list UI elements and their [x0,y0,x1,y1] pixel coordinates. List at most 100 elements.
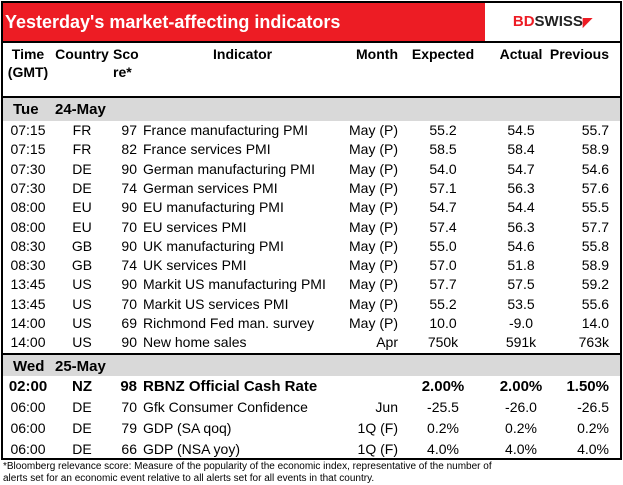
table-row: 06:00 DE 79 GDP (SA qoq) 1Q (F) 0.2% 0.2% 0.2% [3,418,620,439]
cell-actual: 54.4 [507,199,535,216]
cell-month: May (P) [349,295,398,312]
cell-time: 07:15 [10,141,46,158]
table-row: 14:00 US 69 Richmond Fed man. survey May (P)… [3,314,620,333]
cell-expected: 57.0 [429,257,457,274]
cell-previous: 4.0% [577,441,609,457]
table-row: 07:30 DE 74 German services PMI May (P) 57.1 5… [3,179,620,198]
cell-country: GB [71,257,93,274]
cell-time: 06:00 [10,420,46,436]
cell-month: May (P) [349,141,398,158]
table-row: 07:30 DE 90 German manufacturing PMI May (P)… [3,160,620,179]
cell-score: 74 [121,179,137,196]
cell-expected: 10.0 [429,315,457,331]
table-row: 06:00 DE 70 Gfk Consumer Confidence Jun -25.5… [3,397,620,418]
cell-time: 02:00 [8,378,48,395]
cell-previous: 55.8 [581,237,609,254]
cell-indicator: EU manufacturing PMI [143,199,284,216]
cell-actual: 51.8 [507,257,535,274]
cell-month: May (P) [349,218,398,235]
cell-actual: 56.3 [507,218,535,235]
cell-previous: 55.6 [581,295,609,312]
bdswiss-logo: BDSWISS◤ [485,3,620,41]
cell-previous: 0.2% [577,420,609,436]
header-country: Country [55,46,109,62]
cell-score: 70 [121,295,137,312]
cell-month: May (P) [349,199,398,216]
cell-previous: 14.0 [581,315,609,331]
cell-previous: 57.7 [581,218,609,235]
cell-indicator: France manufacturing PMI [143,122,308,138]
header-month: Month [356,46,398,62]
cell-score: 82 [121,141,137,158]
cell-indicator: Gfk Consumer Confidence [143,399,308,415]
cell-country: GB [71,237,93,254]
cell-expected: 2.00% [421,378,465,395]
cell-month: Apr [376,334,398,351]
cell-score: 90 [121,160,137,177]
cell-indicator: Richmond Fed man. survey [143,315,315,331]
cell-month: May (P) [349,179,398,196]
cell-country: EU [72,218,92,235]
cell-expected: 750k [427,334,459,351]
day-name: Tue [13,101,39,118]
cell-actual: 57.5 [507,276,535,293]
cell-expected: 55.2 [429,295,457,312]
cell-expected: 57.1 [429,179,457,196]
table-header: Time (GMT) Country Sco re* Indicator Month… [3,41,620,98]
cell-actual: 4.0% [505,441,537,457]
page-title: Yesterday's market-affecting indicators [3,3,485,41]
cell-expected: -25.5 [427,399,459,415]
cell-previous: -26.5 [577,399,609,415]
cell-actual: 53.5 [507,295,535,312]
cell-time: 14:00 [10,334,46,351]
day-date: 25-May [55,358,106,375]
cell-time: 06:00 [10,441,46,457]
cell-score: 74 [121,257,137,274]
table-row: 08:00 EU 70 EU services PMI May (P) 57.4 56.3 5… [3,218,620,237]
cell-country: DE [72,441,92,457]
cell-country: FR [72,141,92,158]
table-row: 08:00 EU 90 EU manufacturing PMI May (P) 54.7… [3,198,620,217]
day-header: Wed 25-May [3,353,620,376]
cell-expected: 55.2 [429,122,457,138]
cell-country: US [72,334,92,351]
cell-actual: -9.0 [508,315,534,331]
cell-country: US [72,295,92,312]
cell-month: May (P) [349,315,398,331]
table-row: 07:15 FR 97 France manufacturing PMI May (P)… [3,121,620,140]
cell-expected: 57.7 [429,276,457,293]
day-header: Tue 24-May [3,98,620,121]
cell-country: FR [72,122,92,138]
header-previous: Previous [549,46,609,62]
cell-score: 98 [120,378,137,395]
cell-month: May (P) [349,237,398,254]
cell-previous: 57.6 [581,179,609,196]
cell-time: 07:30 [10,179,46,196]
cell-score: 90 [121,237,137,254]
table-row: 02:00 NZ 98 RBNZ Official Cash Rate 2.00% 2.0… [3,376,620,397]
table-row: 13:45 US 90 Markit US manufacturing PMI May … [3,275,620,294]
cell-indicator: German services PMI [143,179,278,196]
cell-previous: 59.2 [581,276,609,293]
table-row: 06:00 DE 66 GDP (NSA yoy) 1Q (F) 4.0% 4.0% 4.0% [3,439,620,460]
cell-expected: 55.0 [429,237,457,254]
cell-score: 90 [121,334,137,351]
cell-time: 08:00 [10,199,46,216]
cell-month: May (P) [349,122,398,138]
cell-indicator: Markit US services PMI [143,295,289,312]
header-actual: Actual [499,46,543,62]
cell-time: 08:30 [10,237,46,254]
cell-indicator: UK services PMI [143,257,247,274]
cell-indicator: France services PMI [143,141,271,158]
cell-time: 08:30 [10,257,46,274]
cell-country: US [72,315,92,331]
cell-time: 08:00 [10,218,46,235]
cell-previous: 1.50% [566,378,609,395]
cell-actual: 54.7 [507,160,535,177]
cell-indicator: New home sales [143,334,247,351]
table-row: 08:30 GB 74 UK services PMI May (P) 57.0 51.8 5… [3,256,620,275]
cell-expected: 0.2% [427,420,459,436]
cell-time: 07:30 [10,160,46,177]
cell-score: 70 [121,218,137,235]
cell-expected: 54.7 [429,199,457,216]
